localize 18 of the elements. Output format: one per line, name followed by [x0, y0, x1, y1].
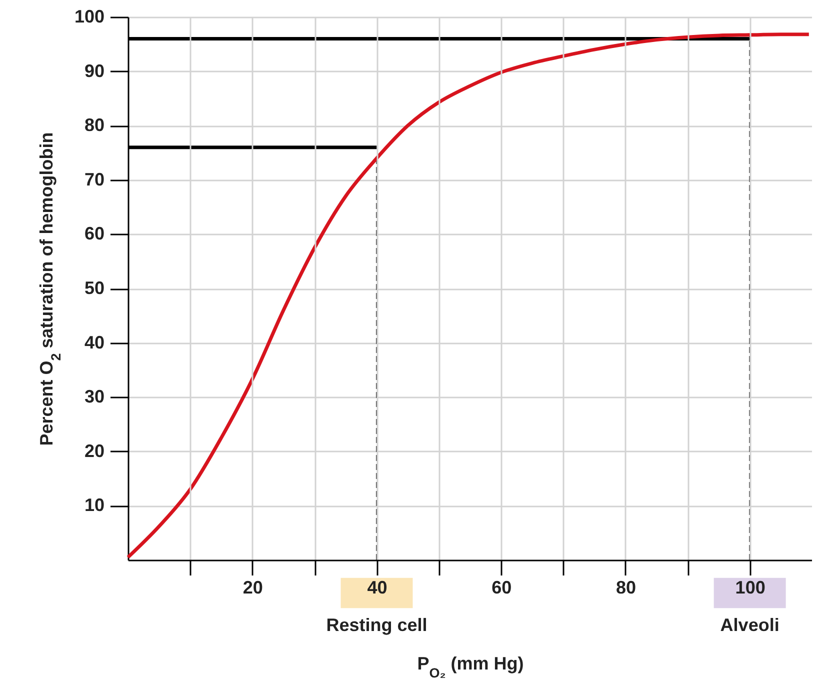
x-axis-title: P$_{O₂}$ (mm Hg): [417, 654, 524, 680]
text: Alveoli: [720, 615, 780, 635]
x-tick-label: 40: [367, 578, 388, 598]
y-tick-label: 70: [84, 169, 104, 190]
y-tick-label: 60: [84, 224, 104, 244]
y-tick-label: 90: [84, 60, 104, 81]
y-tick-label: 10: [84, 495, 104, 516]
y-tick-label: 80: [84, 115, 104, 136]
y-tick-label: 30: [84, 386, 104, 407]
text: Resting cell: [326, 615, 428, 635]
y-tick-label: 20: [84, 440, 104, 461]
x-tick-label: 80: [616, 578, 636, 598]
x-tick-label: 100: [735, 578, 766, 598]
y-tick-label: 50: [84, 278, 104, 298]
y-tick-label: 40: [84, 332, 104, 352]
x-tick-label: 20: [242, 578, 263, 598]
y-tick-label: 100: [74, 6, 104, 26]
x-tick-label: 60: [492, 578, 512, 598]
